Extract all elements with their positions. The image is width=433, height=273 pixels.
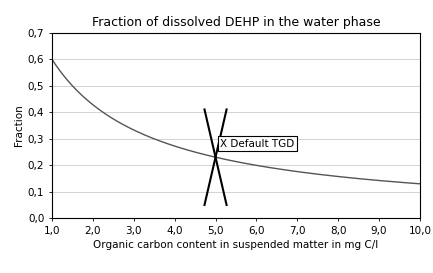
X-axis label: Organic carbon content in suspended matter in mg C/l: Organic carbon content in suspended matt…	[94, 240, 378, 250]
Y-axis label: Fraction: Fraction	[14, 105, 24, 146]
Text: X Default TGD: X Default TGD	[220, 139, 295, 149]
Title: Fraction of dissolved DEHP in the water phase: Fraction of dissolved DEHP in the water …	[92, 16, 380, 29]
